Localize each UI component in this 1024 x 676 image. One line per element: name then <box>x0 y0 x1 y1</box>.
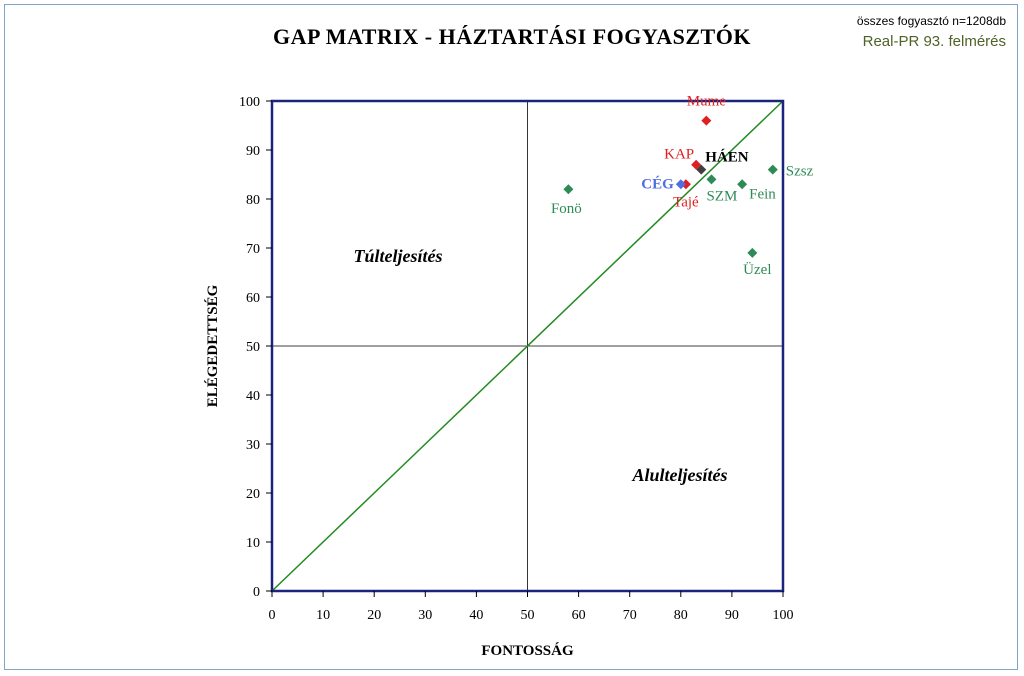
data-point-8 <box>563 184 574 195</box>
x-tick-label: 0 <box>269 608 276 623</box>
x-tick-label: 80 <box>674 608 688 623</box>
data-point-5 <box>706 174 717 185</box>
y-tick-label: 0 <box>253 585 260 600</box>
x-axis-label: FONTOSSÁG <box>481 642 574 659</box>
data-point-label-2: HÁEN <box>705 149 749 166</box>
y-tick-label: 50 <box>246 340 260 355</box>
y-tick-label: 30 <box>246 438 260 453</box>
quadrant-label-underperformance: Alulteljesítés <box>631 465 727 485</box>
data-point-label-8: Fonö <box>551 201 582 217</box>
y-axis-label: ELÉGEDETTSÉG <box>204 284 221 407</box>
x-tick-label: 50 <box>521 608 535 623</box>
data-point-label-3: Tajé <box>673 194 699 210</box>
x-tick-label: 10 <box>316 608 330 623</box>
y-tick-label: 10 <box>246 536 260 551</box>
survey-note: Real-PR 93. felmérés <box>862 33 1006 50</box>
data-point-9 <box>747 247 758 258</box>
x-tick-label: 40 <box>469 608 483 623</box>
y-tick-label: 100 <box>239 95 260 110</box>
diagonal-line <box>271 100 784 592</box>
y-tick-label: 20 <box>246 487 260 502</box>
y-tick-label: 40 <box>246 389 260 404</box>
x-tick-label: 70 <box>623 608 637 623</box>
chart-title: GAP MATRIX - HÁZTARTÁSI FOGYASZTÓK <box>273 24 751 49</box>
x-tick-label: 20 <box>367 608 381 623</box>
data-point-label-4: CÉG <box>641 175 674 192</box>
data-point-label-7: Szsz <box>786 164 814 180</box>
x-tick-label: 100 <box>773 608 794 623</box>
data-point-4 <box>675 179 686 190</box>
sample-size-note: összes fogyasztó n=1208db <box>856 14 1006 28</box>
quadrant-label-overperformance: Túlteljesítés <box>354 246 443 266</box>
data-point-label-6: Fein <box>749 186 776 202</box>
data-point-6 <box>737 179 748 190</box>
x-tick-label: 90 <box>725 608 739 623</box>
data-point-7 <box>767 164 778 175</box>
data-point-3 <box>680 179 691 190</box>
data-point-label-0: Mume <box>687 94 727 110</box>
data-point-label-9: Üzel <box>743 261 771 278</box>
chart-frame <box>4 4 1018 670</box>
x-tick-label: 30 <box>418 608 432 623</box>
data-point-0 <box>701 115 712 126</box>
data-point-label-5: SZM <box>706 188 737 204</box>
data-point-2 <box>696 164 707 175</box>
y-tick-label: 90 <box>246 144 260 159</box>
y-tick-label: 70 <box>246 242 260 257</box>
y-tick-label: 60 <box>246 291 260 306</box>
y-tick-label: 80 <box>246 193 260 208</box>
data-point-label-1: KAP <box>664 147 694 163</box>
x-tick-label: 60 <box>572 608 586 623</box>
data-point-1 <box>691 159 702 170</box>
